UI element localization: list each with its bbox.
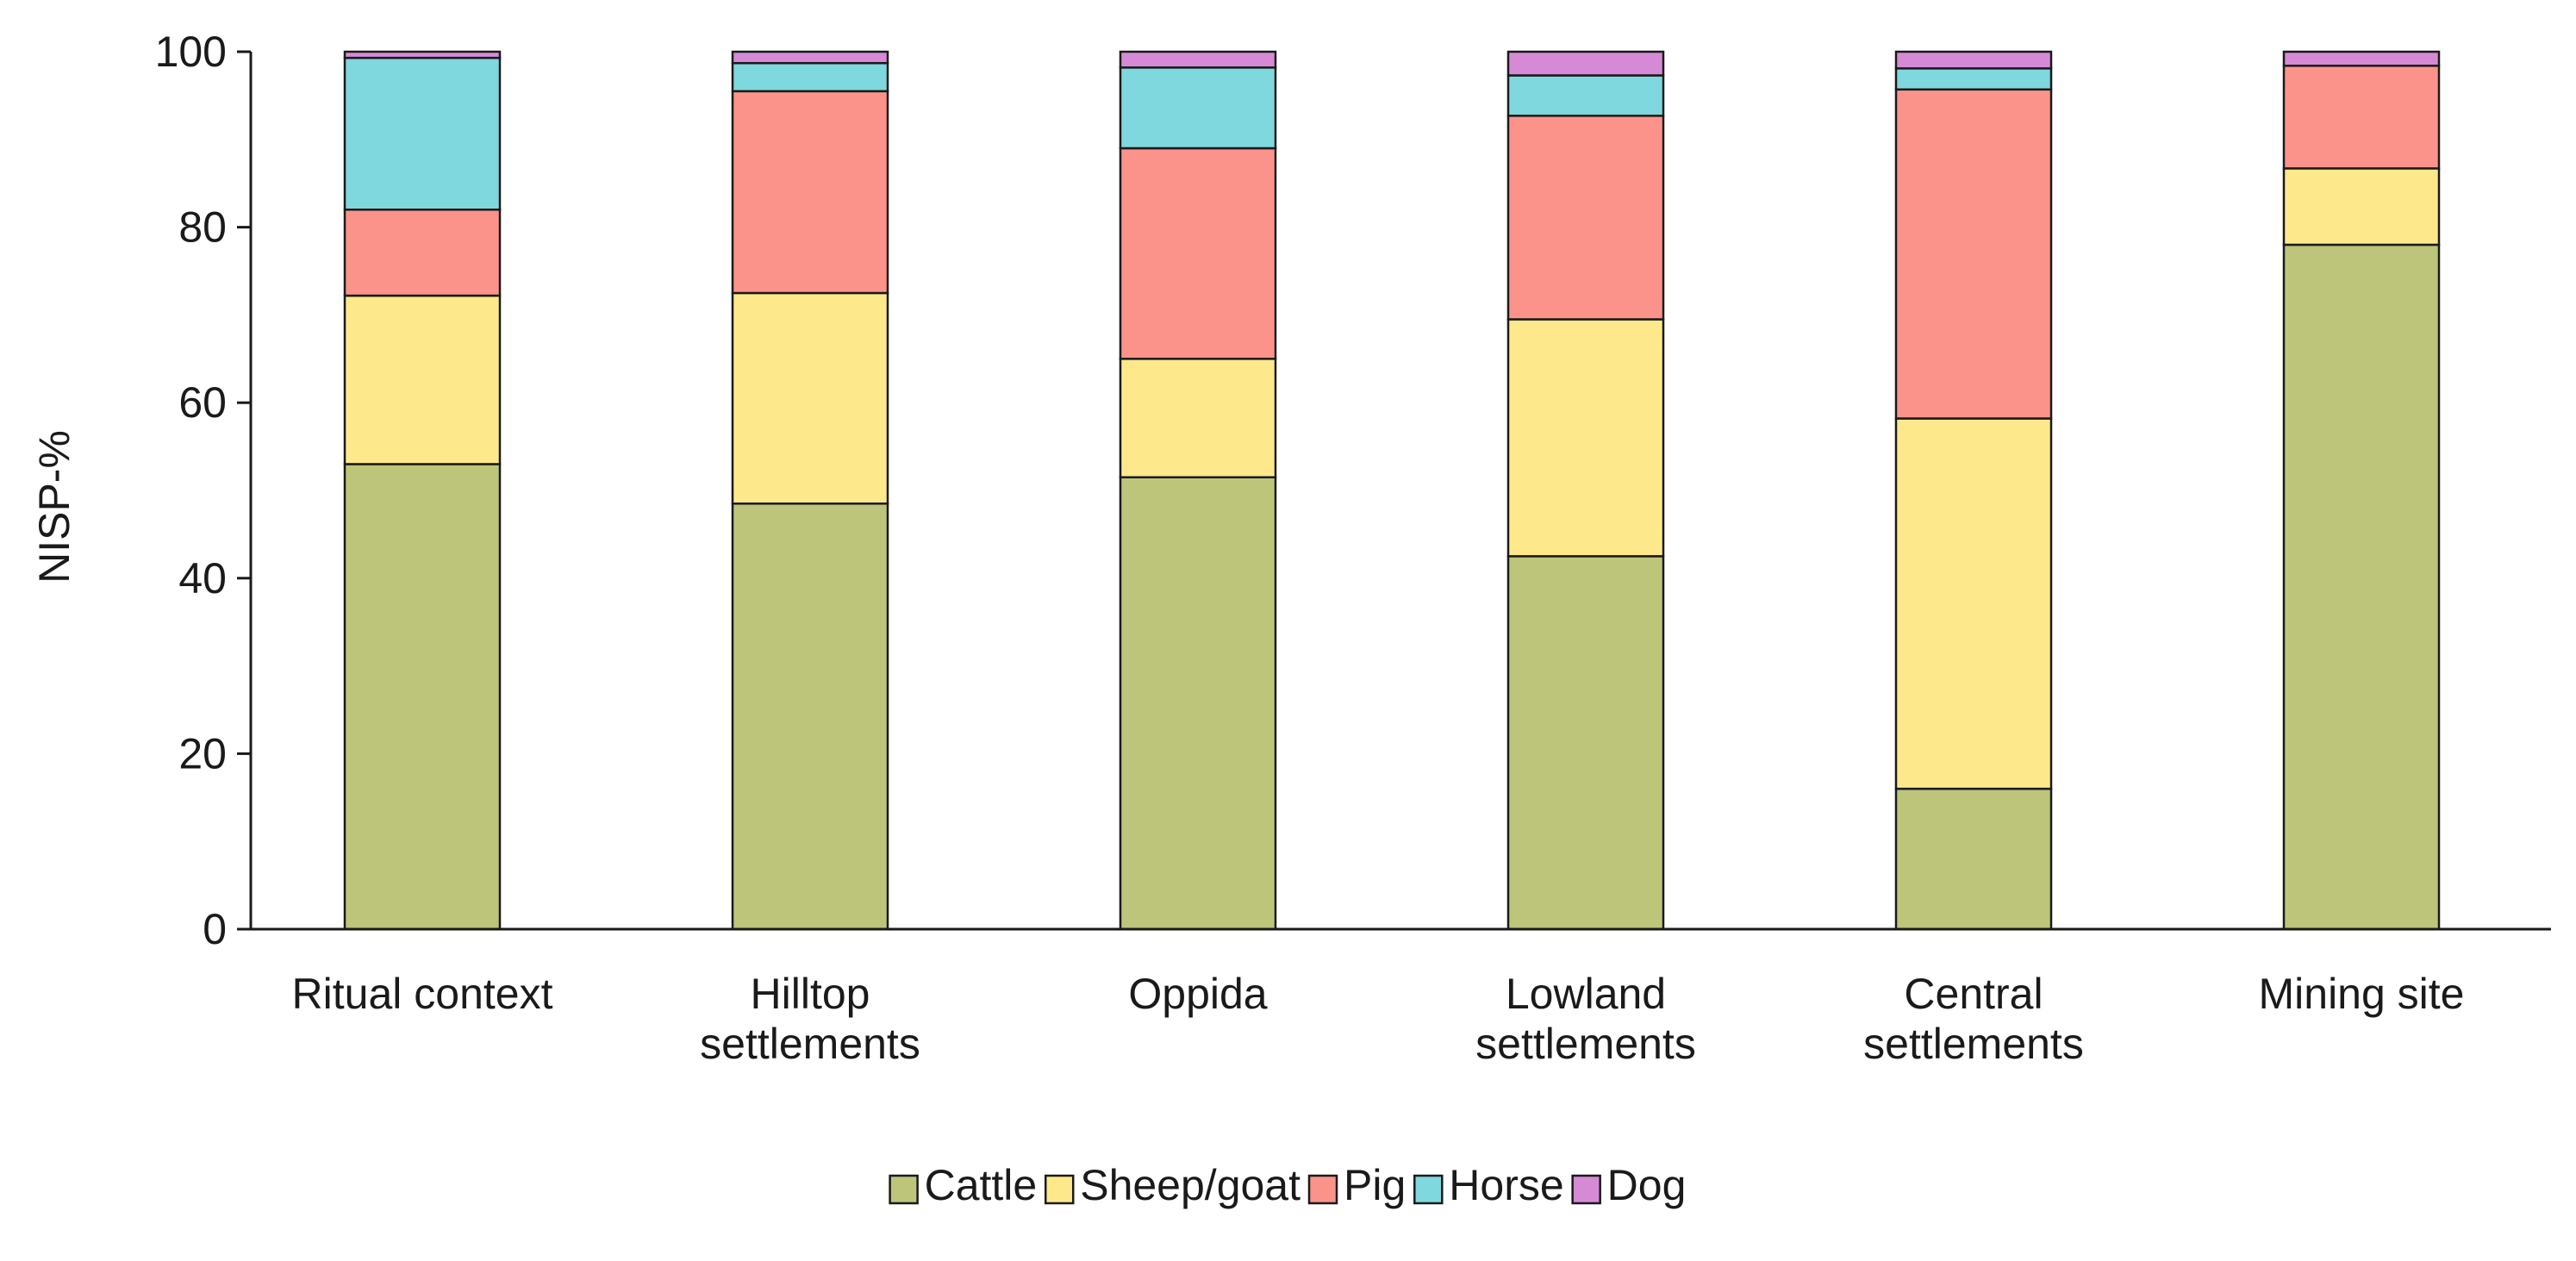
bar-segment-central-settlements-pig bbox=[1894, 88, 2053, 420]
bar-segment-hilltop-settlements-cattle bbox=[731, 503, 889, 931]
x-category-label-mining-site: Mining site bbox=[2259, 970, 2465, 1018]
bar-segment-oppida-sheep-goat bbox=[1119, 358, 1277, 478]
y-tick-label: 100 bbox=[155, 28, 227, 76]
x-category-label-hilltop-settlements: Hilltop settlements bbox=[700, 970, 920, 1068]
bar-segment-oppida-pig bbox=[1119, 147, 1277, 360]
bar-segment-lowland-settlements-cattle bbox=[1506, 555, 1665, 931]
bar-segment-mining-site-dog bbox=[2282, 50, 2441, 67]
bar-segment-mining-site-cattle bbox=[2282, 243, 2441, 931]
bar-segment-mining-site-pig bbox=[2282, 65, 2441, 170]
legend-label-cattle: Cattle bbox=[925, 1161, 1038, 1209]
bar-segment-hilltop-settlements-pig bbox=[731, 90, 889, 295]
y-tick-label: 0 bbox=[203, 905, 227, 953]
bar-segment-hilltop-settlements-horse bbox=[731, 61, 889, 93]
y-tick-label: 80 bbox=[178, 203, 227, 252]
legend-swatch-pig bbox=[1307, 1174, 1338, 1205]
bar-segment-mining-site-sheep-goat bbox=[2282, 167, 2441, 247]
bar-segment-lowland-settlements-sheep-goat bbox=[1506, 318, 1665, 558]
x-category-label-lowland-settlements: Lowland settlements bbox=[1475, 970, 1696, 1068]
legend-swatch-dog bbox=[1571, 1174, 1601, 1205]
bar-segment-hilltop-settlements-dog bbox=[731, 50, 889, 65]
legend-label-pig: Pig bbox=[1344, 1161, 1406, 1209]
bar-segment-central-settlements-cattle bbox=[1894, 787, 2053, 931]
y-tick-label: 40 bbox=[178, 554, 227, 602]
x-category-label-central-settlements: Central settlements bbox=[1863, 970, 2084, 1068]
bar-segment-ritual-context-cattle bbox=[343, 463, 502, 931]
bar-segment-lowland-settlements-pig bbox=[1506, 115, 1665, 321]
bar-segment-oppida-dog bbox=[1119, 50, 1277, 69]
legend-label-sheep-goat: Sheep/goat bbox=[1080, 1161, 1300, 1209]
y-tick-label: 20 bbox=[178, 729, 227, 777]
y-tick-label: 60 bbox=[178, 378, 227, 427]
bar-segment-hilltop-settlements-sheep-goat bbox=[731, 291, 889, 505]
bar-segment-central-settlements-horse bbox=[1894, 67, 2053, 91]
x-category-labels: Ritual context Hilltop settlements Oppida Lo… bbox=[292, 970, 2465, 1068]
bar-segment-ritual-context-dog bbox=[343, 50, 502, 59]
bar-segment-ritual-context-sheep-goat bbox=[343, 294, 502, 465]
bar-segment-ritual-context-horse bbox=[343, 56, 502, 211]
x-category-label-ritual-context: Ritual context bbox=[292, 970, 553, 1018]
legend: Cattle Sheep/goat Pig Horse Dog bbox=[889, 1161, 1687, 1209]
bar-segment-central-settlements-sheep-goat bbox=[1894, 417, 2053, 790]
bar-segment-central-settlements-dog bbox=[1894, 50, 2053, 70]
bar-segment-ritual-context-pig bbox=[343, 208, 502, 297]
legend-swatch-sheep-goat bbox=[1044, 1174, 1075, 1205]
legend-label-horse: Horse bbox=[1449, 1161, 1563, 1209]
legend-swatch-horse bbox=[1413, 1174, 1444, 1205]
legend-swatch-cattle bbox=[889, 1174, 919, 1205]
axes-layer bbox=[249, 52, 2551, 931]
y-ticks-layer: 0 20 40 60 80 100 bbox=[155, 28, 251, 953]
bars-layer bbox=[343, 50, 2441, 931]
bar-segment-lowland-settlements-dog bbox=[1506, 50, 1665, 77]
bar-segment-oppida-horse bbox=[1119, 66, 1277, 150]
bar-segment-oppida-cattle bbox=[1119, 476, 1277, 931]
bar-segment-lowland-settlements-horse bbox=[1506, 74, 1665, 117]
legend-label-dog: Dog bbox=[1607, 1161, 1687, 1209]
x-category-label-oppida: Oppida bbox=[1128, 970, 1267, 1018]
y-axis-title: NISP-% bbox=[30, 430, 78, 584]
